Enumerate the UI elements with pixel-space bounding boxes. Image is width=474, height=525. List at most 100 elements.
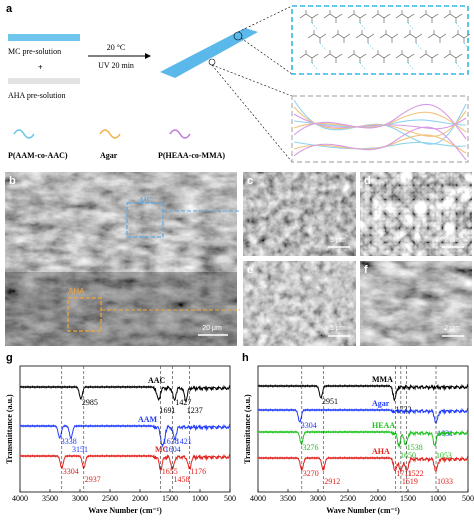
scale-bar-label: 5 μm [330,325,346,332]
x-tick-label: 1500 [162,494,178,503]
trace-name: MC [155,445,169,454]
scale-bar-label: 2 μm [444,325,460,332]
chain [293,111,467,133]
x-tick-label: 1000 [430,494,446,503]
bond [307,30,327,43]
peak-label: 3304 [63,467,79,476]
bond [427,30,447,43]
plus: + [38,63,43,72]
bond [395,10,415,23]
x-axis-title: Wave Number (cm⁻¹) [326,506,400,515]
peak-label: 3270 [303,469,319,478]
bond [403,30,423,43]
bond [347,50,367,63]
legend-icon [13,129,35,139]
chain [293,113,467,130]
x-tick-label: 500 [462,494,474,503]
x-tick-label: 3000 [310,494,326,503]
trace-name: AHA [372,447,390,456]
temperature: 20 °C [107,43,126,52]
x-tick-label: 3500 [42,494,58,503]
chain [293,119,467,128]
peak-label: 1237 [187,406,203,415]
panel-label: c [247,175,253,187]
bond [347,10,367,23]
peak-label: 2951 [322,397,338,406]
panel-label: d [364,175,371,187]
peak-label: 3151 [72,445,88,454]
peak-label: 1176 [190,467,206,476]
uv-time: UV 20 min [98,61,134,70]
x-tick-label: 3000 [72,494,88,503]
chain [293,103,467,140]
peak-label: 1522 [408,469,424,478]
x-tick-label: 1000 [192,494,208,503]
peak-label: 1458 [174,475,190,484]
peak-label: 1427 [175,398,191,407]
scale-bar-label: 20 μm [202,325,222,332]
peak-label: 1538 [407,443,423,452]
spectrum [19,453,231,472]
peak-label: 1650 [400,451,416,460]
x-tick-label: 3500 [280,494,296,503]
zoom-line [237,5,293,33]
mc-bar [8,34,80,41]
panel-label: e [247,264,253,276]
trace-name: AAC [148,376,166,385]
scale-bar-label: 5 μm [330,237,346,244]
x-tick-label: 4000 [250,494,266,503]
legend-label: P(HEAA-co-MMA) [158,151,225,160]
peak-label: 3304 [301,421,317,430]
x-tick-label: 1500 [400,494,416,503]
peak-label: 1638 [163,437,179,446]
bond [323,10,343,23]
bond [371,50,391,63]
y-axis-title: Transmittance (a.u.) [5,394,14,464]
bond [379,30,399,43]
bond [451,30,471,43]
sem-image [5,172,237,346]
sem-image [360,261,472,346]
aha-solution: AHA pre-solution [8,91,66,100]
x-tick-label: 2500 [340,494,356,503]
peak-label: 1711 [396,469,412,478]
polymer-chains [293,99,467,161]
chain [293,99,467,145]
peak-label: 1691 [160,406,176,415]
trace-name: Agar [372,399,390,408]
peak-label: 3338 [61,437,77,446]
legend-label: P(AAM-co-AAC) [8,151,68,160]
x-tick-label: 2000 [370,494,386,503]
bond [419,10,439,23]
bond [331,30,351,43]
bond [355,30,375,43]
trace-name: MMA [372,375,393,384]
mc-solution: MC pre-solution [8,47,61,56]
bond [443,10,463,23]
peak-label: 1053 [436,451,452,460]
bond [299,50,319,63]
panel-label: f [364,264,368,276]
sem-image [360,172,472,256]
bond [395,50,415,63]
hydrogel-sheet [160,28,258,78]
spectrum [257,429,469,449]
chemical-structures [299,10,471,71]
panel-label: h [242,352,249,364]
peak-label: 2937 [85,475,101,484]
aha-label: AHA [68,287,85,296]
bond [419,50,439,63]
x-tick-label: 500 [224,494,236,503]
peak-label: 1722 [396,405,412,414]
spectrum [19,423,231,448]
panel-label: a [6,3,13,15]
x-tick-label: 4000 [12,494,28,503]
peak-label: 2912 [324,477,340,486]
zoom-line [211,64,293,97]
legend-label: Agar [100,151,118,160]
zoom-point [208,58,216,66]
chain [293,134,467,154]
peak-label: 1604 [165,445,181,454]
aha-network-box [291,95,469,163]
mc-label: MC [140,196,153,205]
